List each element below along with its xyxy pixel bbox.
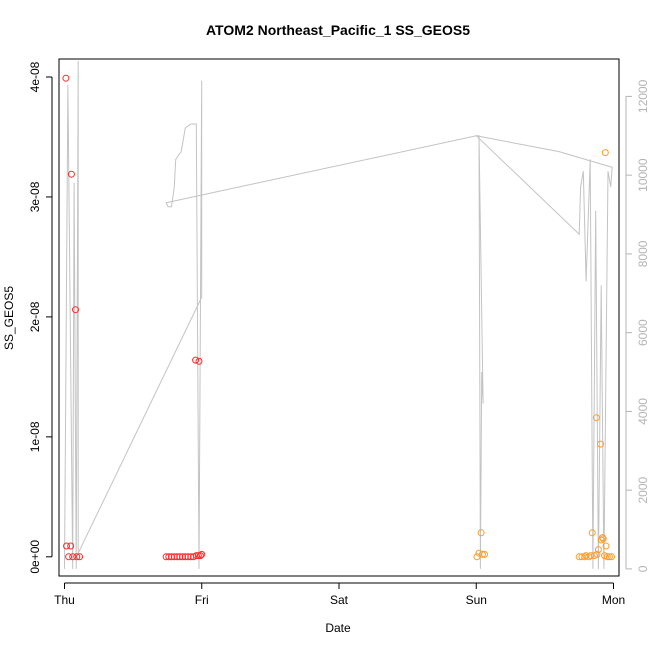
y2-tick-label: 8000 xyxy=(636,240,650,267)
x-tick-label: Fri xyxy=(195,593,209,607)
data-point-series_red-24 xyxy=(196,552,204,560)
data-point-series_red-23 xyxy=(195,357,203,365)
y-axis-label: SS_GEOS5 xyxy=(2,286,16,350)
x-axis-label: Date xyxy=(325,621,351,635)
data-point-series_red-20 xyxy=(192,356,200,364)
data-point-series_orange-16 xyxy=(597,440,604,448)
y-tick-label: 0e+00 xyxy=(28,540,42,574)
data-point-series_orange-25 xyxy=(608,553,615,561)
altitude-layer xyxy=(64,60,613,569)
data-point-series_orange-21 xyxy=(601,149,609,157)
data-point-series_red-7 xyxy=(73,553,81,561)
x-tick-label: Sat xyxy=(330,593,349,607)
data-point-series_red-5 xyxy=(69,553,77,561)
data-point-series_orange-24 xyxy=(605,553,613,561)
x-tick-label: Sun xyxy=(466,593,487,607)
data-point-series_orange-6 xyxy=(578,553,586,561)
y2-tick-label: 2000 xyxy=(636,476,650,503)
y-tick-label: 4e-08 xyxy=(28,61,42,92)
data-point-series_red-22 xyxy=(194,552,202,560)
data-point-series_red-3 xyxy=(67,542,75,550)
data-point-series_orange-2 xyxy=(477,529,485,537)
data-point-series_orange-14 xyxy=(593,550,601,558)
data-point-series_red-6 xyxy=(72,306,79,314)
data-point-series_orange-11 xyxy=(588,529,596,537)
data-point-series_orange-3 xyxy=(478,550,486,558)
y2-tick-label: 6000 xyxy=(636,319,650,346)
altitude-series-line xyxy=(64,60,613,569)
data-point-series_orange-23 xyxy=(603,553,611,561)
x-axis: Thu Fri Sat Sun Mon xyxy=(54,582,625,607)
y2-tick-label: 10000 xyxy=(636,158,650,192)
y-axis-left: 0e+00 1e-08 2e-08 3e-08 4e-08 xyxy=(28,61,53,574)
y-tick-label: 1e-08 xyxy=(28,421,42,452)
chart-title: ATOM2 Northeast_Pacific_1 SS_GEOS5 xyxy=(206,22,470,38)
points-layer xyxy=(62,74,615,561)
data-point-series_red-25 xyxy=(198,550,206,558)
data-point-series_orange-4 xyxy=(481,550,488,558)
data-point-series_red-8 xyxy=(76,553,84,561)
data-point-series_red-4 xyxy=(67,170,75,178)
y2-tick-label: 0 xyxy=(636,565,650,572)
data-point-series_orange-13 xyxy=(592,414,600,422)
y-axis-right: 0 2000 4000 6000 8000 10000 12000 xyxy=(625,79,650,572)
y-tick-label: 2e-08 xyxy=(28,301,42,332)
data-point-series_orange-18 xyxy=(599,534,606,542)
data-point-series_red-9 xyxy=(162,553,170,561)
data-point-series_orange-22 xyxy=(602,542,610,550)
data-point-series_orange-15 xyxy=(594,546,602,554)
x-tick-label: Thu xyxy=(54,593,75,607)
data-point-series_red-1 xyxy=(63,542,70,550)
y2-tick-label: 12000 xyxy=(636,79,650,113)
y-tick-label: 3e-08 xyxy=(28,181,42,212)
data-point-series_red-0 xyxy=(62,74,70,82)
data-point-series_red-2 xyxy=(65,553,73,561)
x-tick-label: Mon xyxy=(602,593,625,607)
data-point-series_orange-19 xyxy=(599,535,607,543)
y2-tick-label: 4000 xyxy=(636,398,650,425)
plot-frame xyxy=(58,58,620,577)
